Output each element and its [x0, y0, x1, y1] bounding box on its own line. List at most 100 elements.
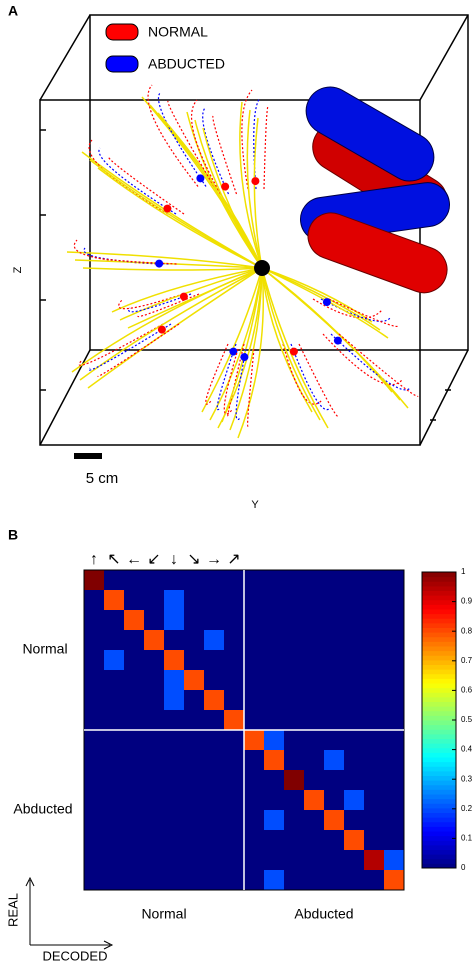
heatmap-cell	[324, 670, 344, 690]
heatmap-cell	[284, 810, 304, 830]
target-marker	[157, 325, 166, 334]
heatmap-cell	[144, 610, 164, 630]
trajectory	[338, 333, 419, 397]
heatmap-cell	[364, 590, 384, 610]
heatmap-cell	[144, 830, 164, 850]
heatmap-cell	[84, 630, 104, 650]
colorbar-tick-label: 0.2	[461, 804, 473, 813]
heatmap-cell	[284, 630, 304, 650]
target-marker	[196, 174, 205, 183]
heatmap-cell	[384, 670, 404, 690]
colorbar-segment	[422, 840, 456, 846]
heatmap-cell	[84, 790, 104, 810]
heatmap-cell	[344, 790, 364, 810]
heatmap-cell	[284, 710, 304, 730]
heatmap-cell	[364, 750, 384, 770]
heatmap-cell	[124, 750, 144, 770]
colorbar-segment	[422, 590, 456, 596]
colorbar-segment	[422, 807, 456, 813]
heatmap-cell	[384, 750, 404, 770]
heatmap-cell	[244, 670, 264, 690]
target-marker	[289, 347, 298, 356]
heatmap-cell	[324, 870, 344, 890]
heatmap-cell	[84, 850, 104, 870]
trajectory	[147, 84, 199, 187]
heatmap-cell	[364, 830, 384, 850]
trajectory	[128, 293, 192, 313]
colorbar-segment	[422, 673, 456, 679]
heatmap-cell	[304, 750, 324, 770]
heatmap-cell	[364, 870, 384, 890]
colorbar-tick-label: 0.1	[461, 834, 473, 843]
heatmap-cell	[344, 850, 364, 870]
heatmap-cell	[344, 770, 364, 790]
colorbar-segment	[422, 784, 456, 790]
heatmap-cell	[184, 650, 204, 670]
heatmap-cell	[264, 830, 284, 850]
trajectory	[253, 97, 261, 190]
heatmap-cell	[364, 630, 384, 650]
colorbar-segment	[422, 738, 456, 744]
trajectory	[261, 267, 321, 421]
heatmap-cell	[184, 830, 204, 850]
heatmap-cell	[84, 610, 104, 630]
colorbar-segment	[422, 696, 456, 702]
colorbar-segment	[422, 720, 456, 726]
heatmap-cell	[224, 770, 244, 790]
heatmap-cell	[304, 590, 324, 610]
colorbar-segment	[422, 701, 456, 707]
colorbar-segment	[422, 858, 456, 864]
trajectory	[97, 323, 180, 377]
heatmap-cell	[124, 810, 144, 830]
heatmap-cell	[264, 670, 284, 690]
trajectory	[82, 267, 263, 271]
heatmap-cell	[104, 690, 124, 710]
heatmap-cell	[224, 830, 244, 850]
heatmap-cell	[304, 630, 324, 650]
trajectory	[81, 151, 263, 269]
colorbar-segment	[422, 761, 456, 767]
heatmap-cell	[224, 790, 244, 810]
heatmap-cell	[84, 750, 104, 770]
heatmap-cell	[124, 830, 144, 850]
heatmap-cell	[144, 670, 164, 690]
heatmap-cell	[184, 770, 204, 790]
trajectory	[66, 251, 263, 269]
heatmap-cell	[184, 730, 204, 750]
colorbar-segment	[422, 576, 456, 582]
target-marker	[251, 177, 260, 186]
heatmap-cell	[124, 650, 144, 670]
trajectory	[205, 343, 229, 405]
trajectory	[247, 348, 255, 427]
heatmap-cell	[384, 830, 404, 850]
heatmap-cell	[104, 670, 124, 690]
trajectory	[137, 293, 200, 318]
heatmap-cell	[144, 590, 164, 610]
trajectory	[73, 239, 161, 265]
trajectory	[78, 323, 164, 366]
trajectory	[88, 323, 172, 371]
trajectory	[202, 127, 263, 269]
col-group-label: Normal	[141, 906, 186, 922]
heatmap-cell	[204, 730, 224, 750]
heatmap-cell	[304, 770, 324, 790]
heatmap: ↑ ↖ ← ↙ ↓ ↘ → ↗ 0 0.1 0.2 0.3 0.4 0.5 0.6 0.7 0.8 0.9 1	[83, 551, 473, 891]
heatmap-cell	[204, 850, 224, 870]
colorbar-segment	[422, 747, 456, 753]
heatmap-cell	[344, 650, 364, 670]
heatmap-cell	[144, 850, 164, 870]
heatmap-cell	[124, 770, 144, 790]
colorbar-segment	[422, 844, 456, 850]
heatmap-cell	[164, 610, 184, 630]
heatmap-cell	[324, 590, 344, 610]
trajectory	[241, 89, 253, 190]
heatmap-cell	[284, 870, 304, 890]
heatmap-cell	[264, 610, 284, 630]
colorbar-tick-label: 0	[461, 863, 466, 872]
heatmap-cell	[304, 690, 324, 710]
heatmap-cell	[384, 790, 404, 810]
heatmap-cell	[244, 850, 264, 870]
colorbar-segment	[422, 757, 456, 763]
heatmap-cell	[184, 670, 204, 690]
